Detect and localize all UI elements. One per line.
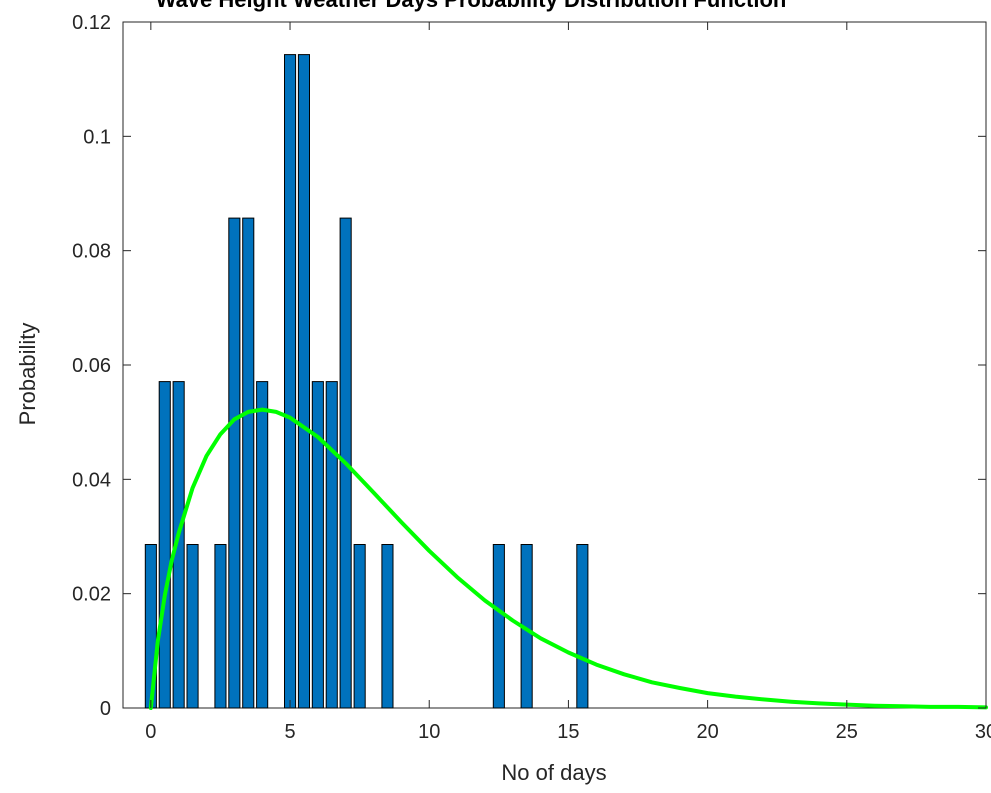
x-axis-ticks: 0 5 10 15 20 25 30 bbox=[145, 22, 991, 743]
x-tick-label: 25 bbox=[836, 721, 858, 743]
x-tick-label: 20 bbox=[696, 721, 718, 743]
y-tick-label: 0.1 bbox=[83, 126, 111, 148]
bar bbox=[311, 381, 324, 709]
chart-title: Wave Height Weather Days Probability Dis… bbox=[156, 0, 787, 12]
y-tick-label: 0.12 bbox=[72, 12, 111, 34]
y-tick-label: 0.06 bbox=[72, 355, 111, 377]
bar bbox=[228, 217, 241, 709]
pdf-fit-curve bbox=[148, 407, 988, 710]
bar bbox=[381, 544, 394, 709]
bar bbox=[353, 544, 366, 709]
x-axis-label: No of days bbox=[501, 760, 606, 785]
x-tick-label: 15 bbox=[557, 721, 579, 743]
y-axis-ticks: 0 0.02 0.04 0.06 0.08 0.1 0.12 bbox=[72, 12, 986, 720]
bar bbox=[325, 381, 338, 709]
fit-curve-layer bbox=[148, 407, 988, 710]
y-tick-label: 0 bbox=[100, 698, 111, 720]
y-axis-label: Probability bbox=[15, 323, 40, 426]
bar bbox=[492, 544, 505, 709]
bar bbox=[186, 544, 199, 709]
y-tick-label: 0.02 bbox=[72, 584, 111, 606]
y-tick-label: 0.08 bbox=[72, 241, 111, 263]
bar bbox=[284, 54, 297, 709]
x-tick-label: 30 bbox=[975, 721, 991, 743]
bar bbox=[297, 54, 310, 709]
bar bbox=[158, 381, 171, 709]
bar bbox=[172, 381, 185, 709]
bar bbox=[242, 217, 255, 709]
bar bbox=[214, 544, 227, 709]
bar bbox=[576, 544, 589, 709]
y-tick-label: 0.04 bbox=[72, 469, 111, 491]
bar bbox=[256, 381, 269, 709]
x-tick-label: 0 bbox=[145, 721, 156, 743]
x-tick-label: 10 bbox=[418, 721, 440, 743]
x-tick-label: 5 bbox=[284, 721, 295, 743]
